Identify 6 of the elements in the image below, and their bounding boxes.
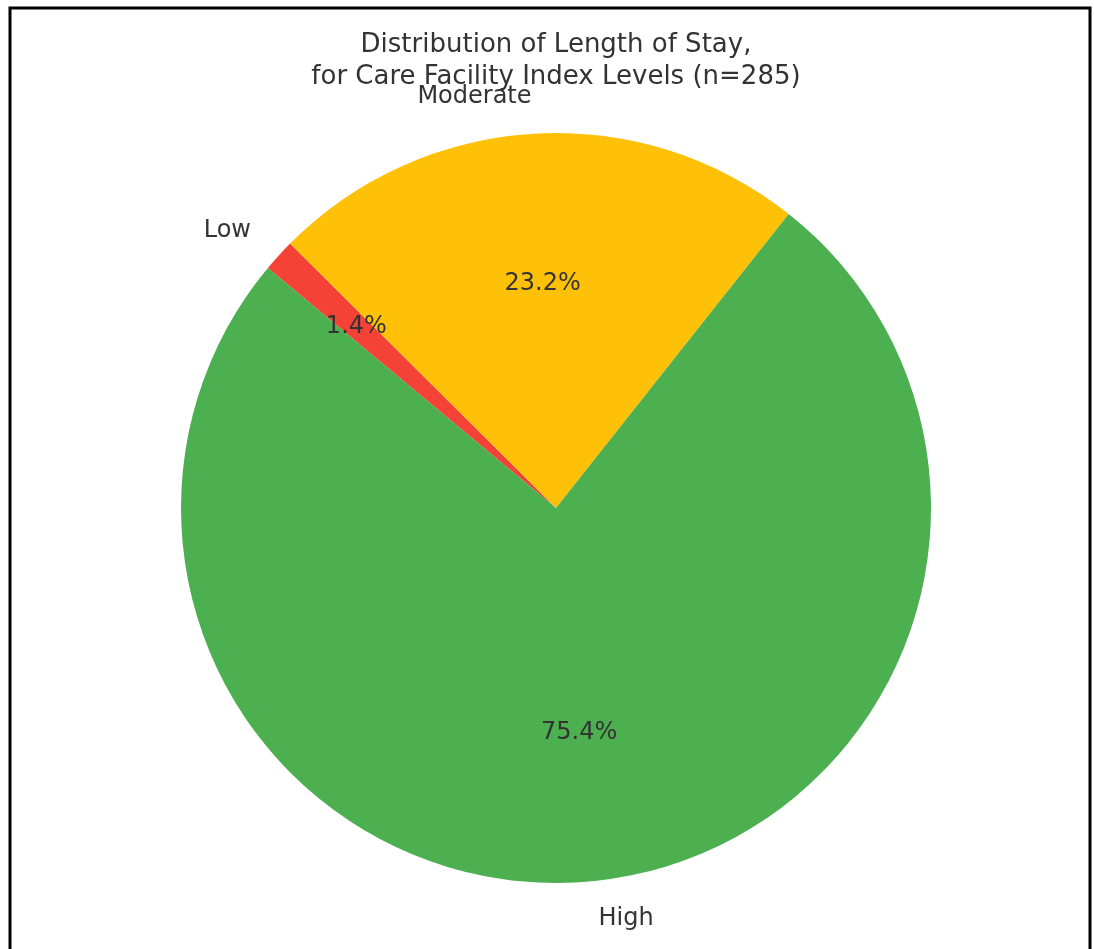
pie-slice — [290, 133, 789, 508]
data-label: 23.2% — [504, 268, 581, 297]
data-label: 75.4% — [541, 716, 618, 745]
slice-label: High — [598, 903, 654, 932]
pie-slice — [181, 213, 931, 883]
slice-label: Low — [203, 215, 251, 244]
